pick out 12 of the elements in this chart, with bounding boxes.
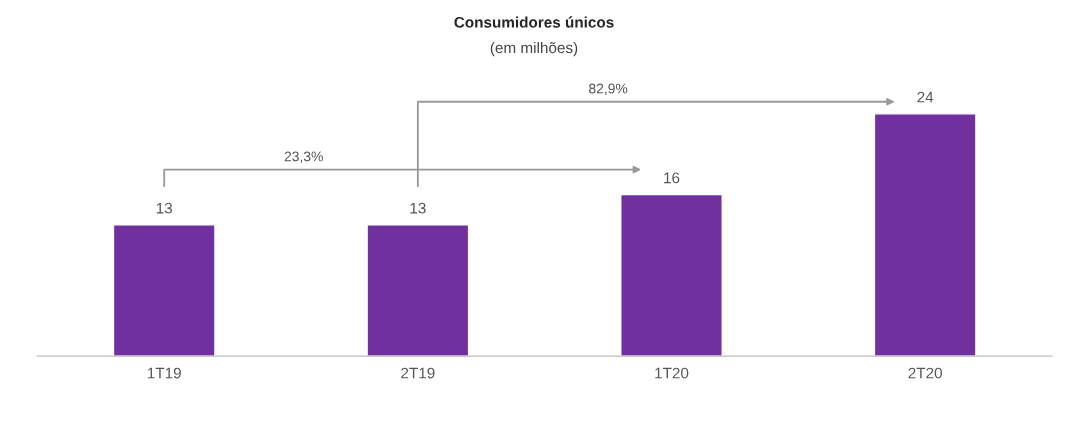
data-label: 13	[410, 202, 426, 214]
data-label: 16	[664, 172, 680, 184]
x-tick-label: 2T20	[908, 367, 942, 379]
x-tick-label: 1T20	[655, 367, 689, 379]
text: 82,9%	[589, 83, 628, 96]
data-label: 24	[917, 91, 934, 103]
x-tick-label: 2T19	[401, 367, 435, 379]
annotation: 23,3%	[284, 151, 323, 163]
x-tick-label: 1T19	[147, 367, 181, 379]
data-label: 13	[156, 202, 173, 214]
chart-title: Consumidores únicos	[454, 16, 614, 28]
chart-subtitle: (em milhões)	[490, 41, 578, 57]
